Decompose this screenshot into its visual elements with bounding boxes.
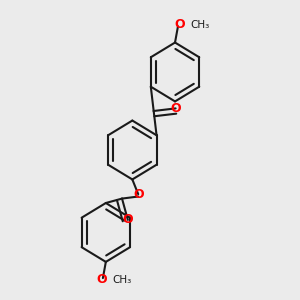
- Text: CH₃: CH₃: [112, 274, 132, 285]
- Text: O: O: [133, 188, 143, 201]
- Text: O: O: [96, 273, 107, 286]
- Text: CH₃: CH₃: [190, 20, 210, 30]
- Text: O: O: [174, 18, 185, 32]
- Text: O: O: [122, 213, 133, 226]
- Text: O: O: [170, 102, 181, 115]
